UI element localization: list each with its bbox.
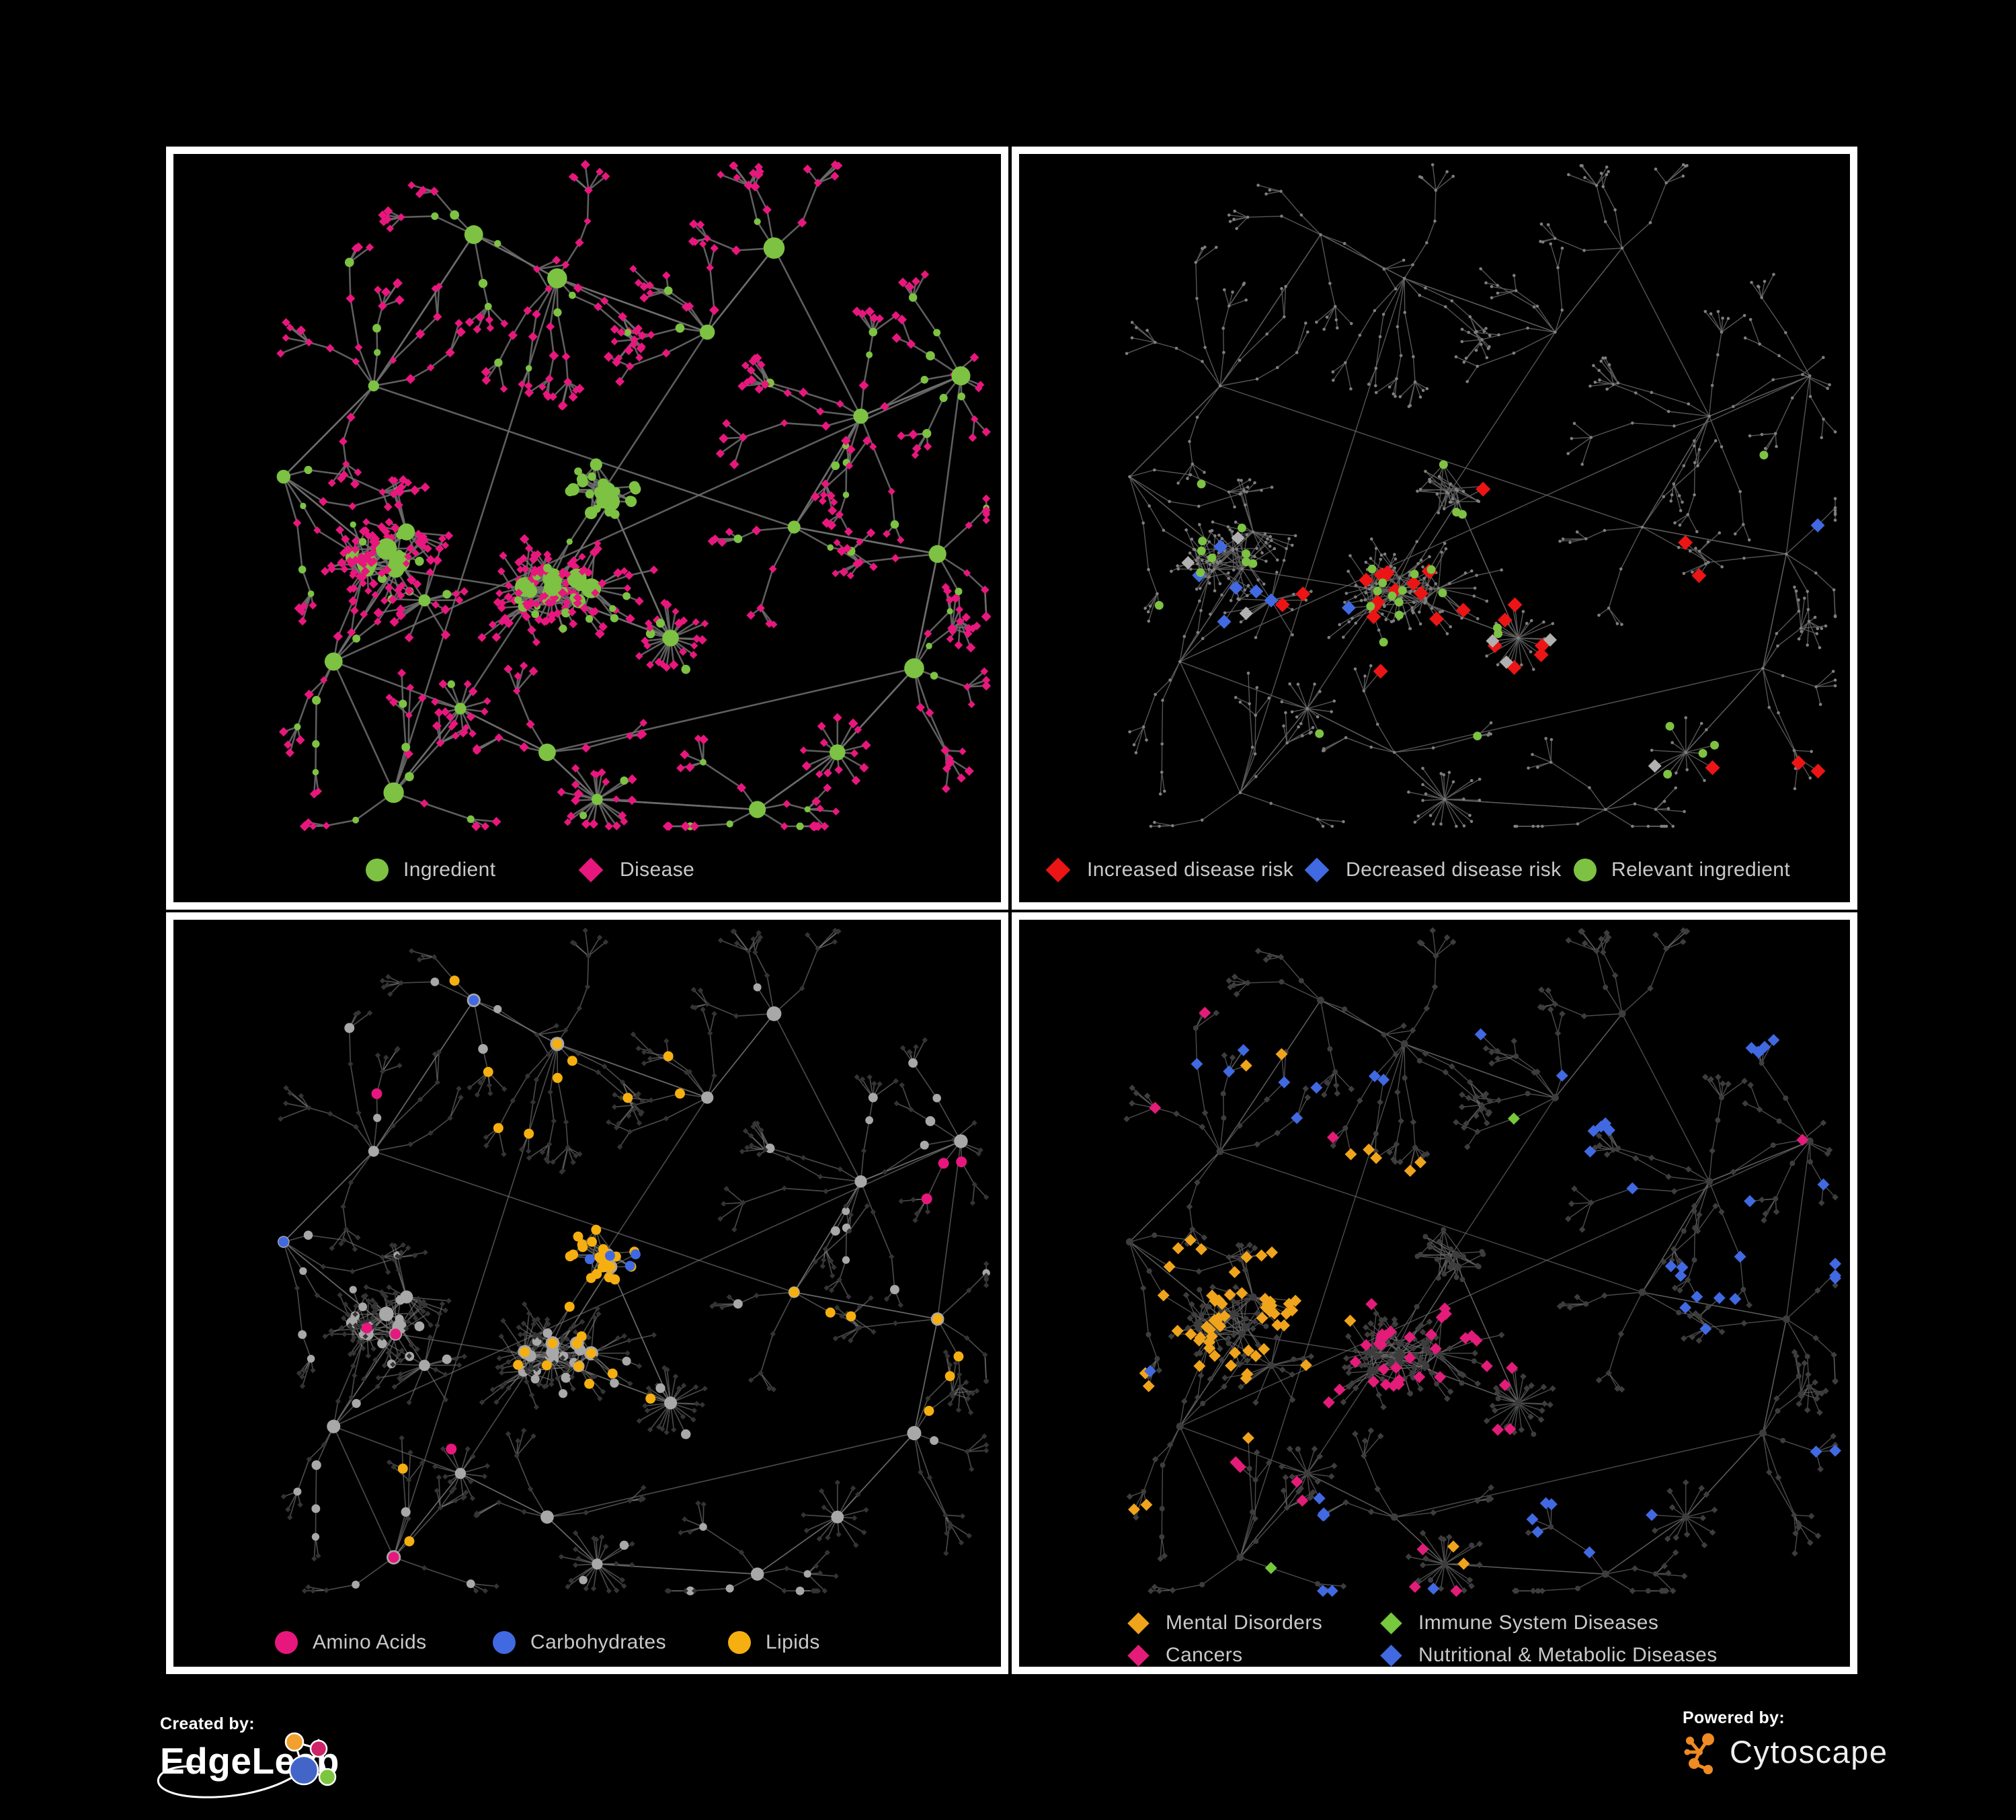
edgeleap-logo-icon	[284, 1732, 337, 1786]
cytoscape-brand-row: Cytoscape	[1683, 1732, 1965, 1776]
network-ingredient-disease	[276, 159, 992, 832]
panel-disease-risk: Increased disease risk Decreased disease …	[1012, 147, 1857, 910]
cytoscape-logo-icon	[1684, 1733, 1714, 1774]
panel-disease-categories: Mental Disorders Immune System Diseases Ca…	[1012, 912, 1857, 1674]
edgeleap-brand-row: EdgeLeap	[160, 1732, 389, 1793]
edgeleap-credit: Created by: EdgeLeap	[157, 1714, 389, 1815]
cytoscape-wordmark: Cytoscape	[1730, 1733, 1888, 1770]
panel-nutrient-classes: Amino Acids Carbohydrates Lipids	[166, 912, 1008, 1674]
network-nutrient-classes	[277, 927, 990, 1595]
network-disease-categories	[1123, 927, 1842, 1597]
panel-ingredient-disease: Ingredient Disease	[166, 147, 1008, 910]
powered-by-label: Powered by:	[1683, 1708, 1785, 1727]
created-by-label: Created by:	[160, 1714, 255, 1733]
network-disease-risk	[1125, 163, 1837, 828]
cytoscape-credit: Powered by: Cytoscape	[1683, 1708, 1965, 1796]
